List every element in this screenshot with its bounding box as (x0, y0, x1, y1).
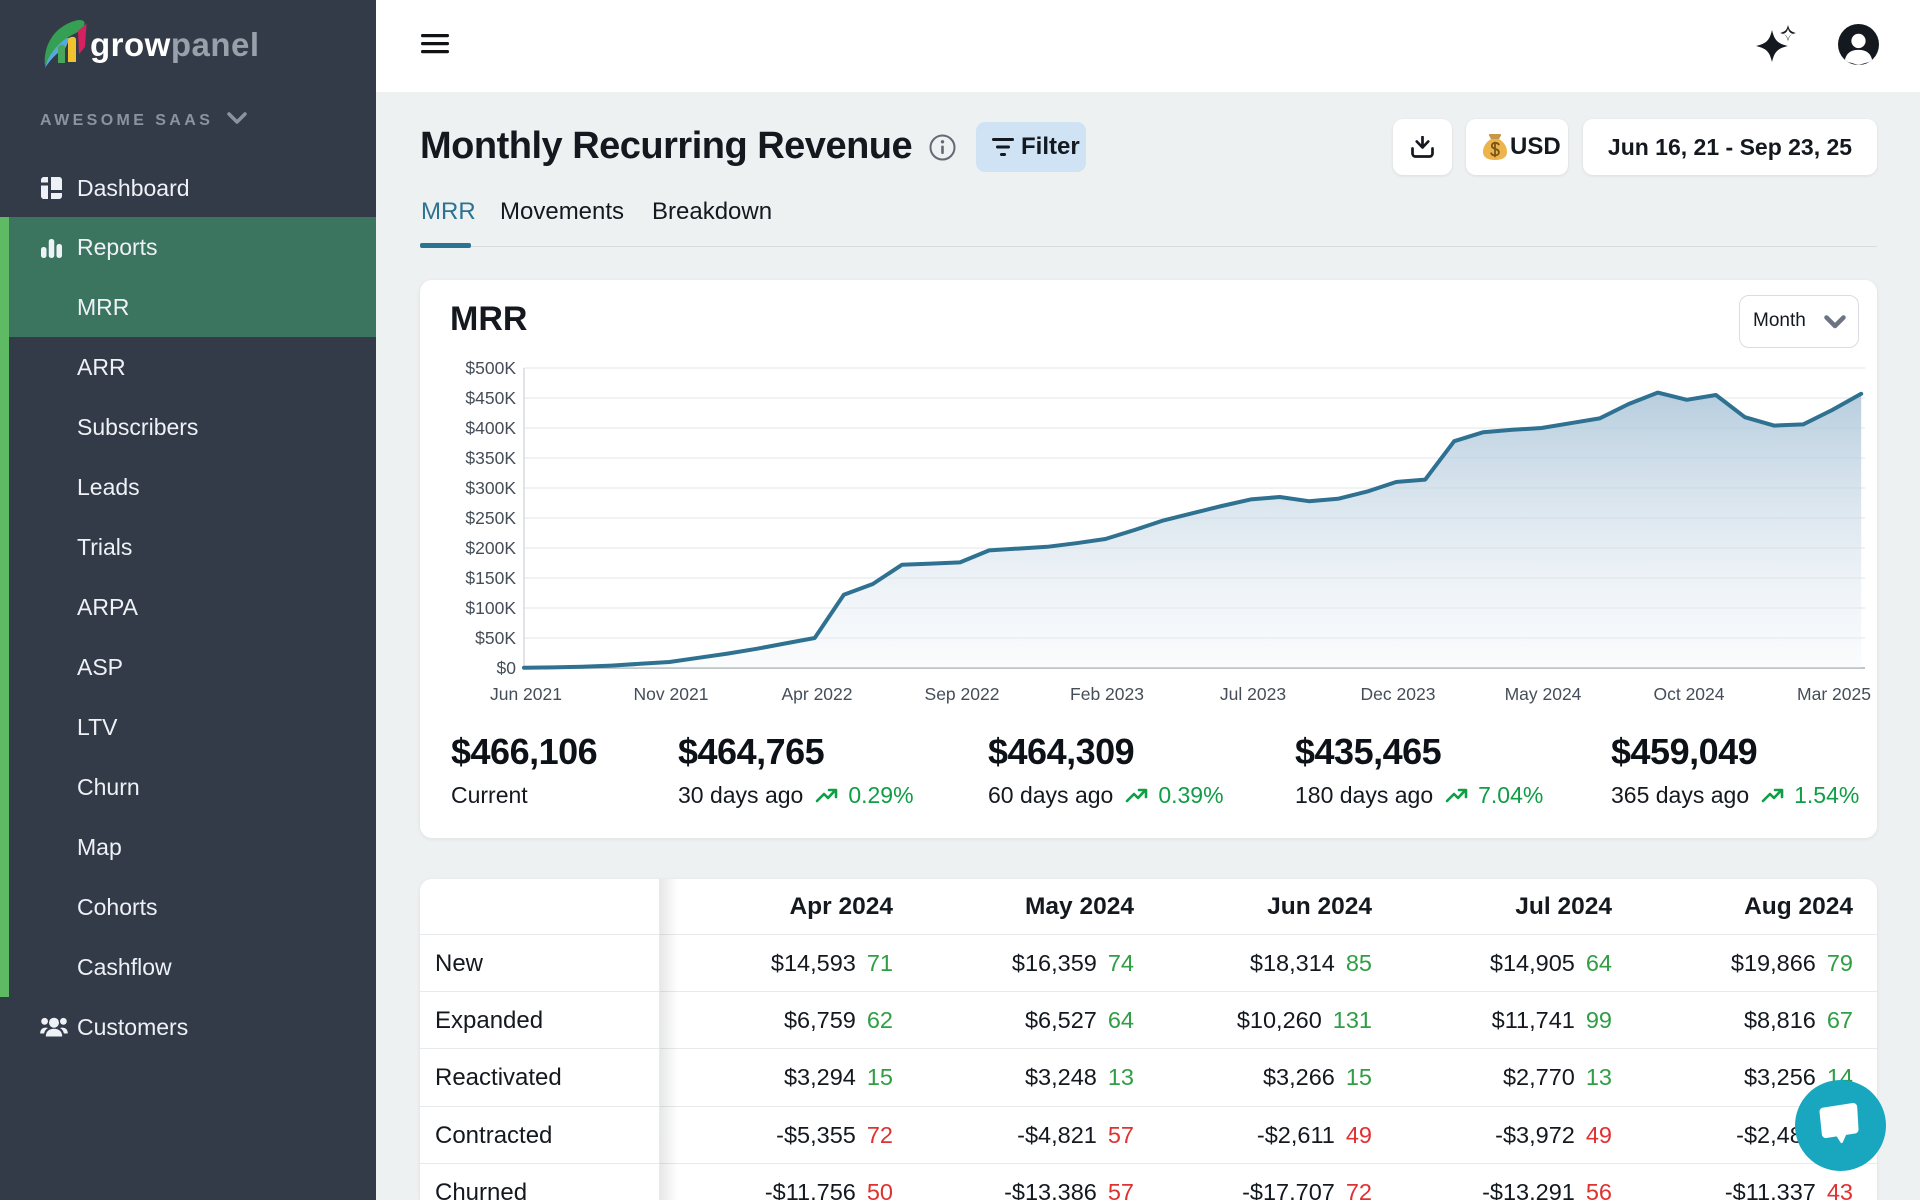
svg-text:Apr 2022: Apr 2022 (781, 684, 852, 704)
svg-text:$450K: $450K (465, 388, 516, 408)
svg-text:Nov 2021: Nov 2021 (634, 684, 709, 704)
svg-text:Jul 2023: Jul 2023 (1220, 684, 1286, 704)
svg-text:$200K: $200K (465, 538, 516, 558)
svg-text:Oct 2024: Oct 2024 (1653, 684, 1724, 704)
svg-text:$50K: $50K (475, 628, 516, 648)
svg-text:$150K: $150K (465, 568, 516, 588)
svg-text:$350K: $350K (465, 448, 516, 468)
svg-text:Mar 2025: Mar 2025 (1797, 684, 1871, 704)
svg-text:$100K: $100K (465, 598, 516, 618)
svg-text:$0: $0 (497, 658, 517, 678)
svg-text:$500K: $500K (465, 358, 516, 378)
svg-text:$250K: $250K (465, 508, 516, 528)
svg-text:Feb 2023: Feb 2023 (1070, 684, 1144, 704)
svg-text:May 2024: May 2024 (1505, 684, 1582, 704)
svg-text:$300K: $300K (465, 478, 516, 498)
svg-text:Sep 2022: Sep 2022 (925, 684, 1000, 704)
svg-text:Dec 2023: Dec 2023 (1361, 684, 1436, 704)
svg-text:Jun 2021: Jun 2021 (490, 684, 562, 704)
svg-text:$400K: $400K (465, 418, 516, 438)
